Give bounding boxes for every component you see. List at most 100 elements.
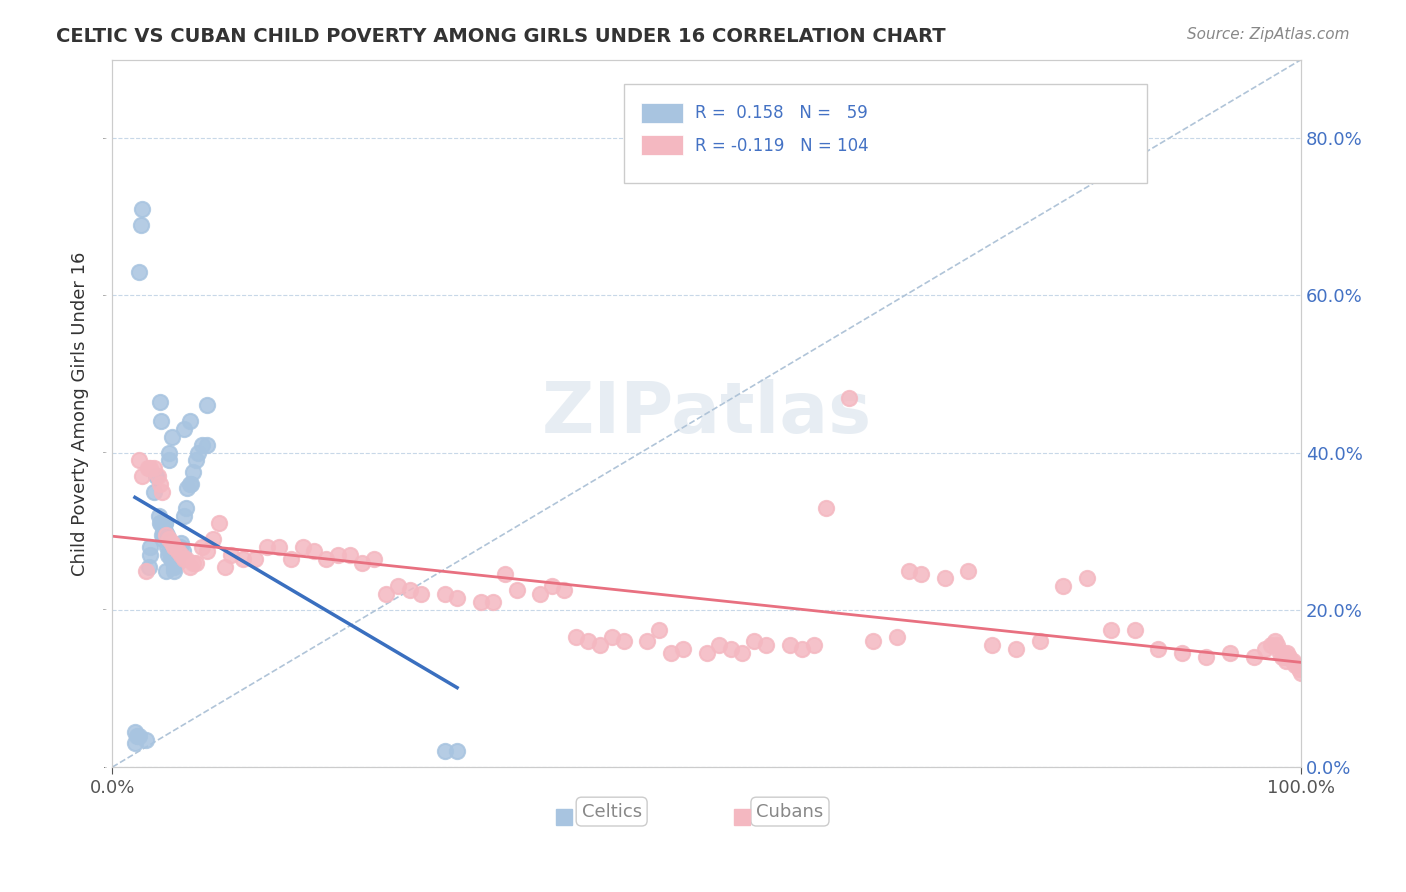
Point bbox=[1274, 654, 1296, 668]
Point bbox=[553, 583, 575, 598]
Point bbox=[659, 646, 682, 660]
Point bbox=[197, 399, 219, 413]
Text: Celtics: Celtics bbox=[582, 803, 641, 821]
Point bbox=[862, 634, 884, 648]
Point bbox=[173, 551, 195, 566]
Point bbox=[150, 414, 173, 428]
Text: Cubans: Cubans bbox=[756, 803, 824, 821]
Point bbox=[814, 500, 837, 515]
Point bbox=[910, 567, 932, 582]
Point bbox=[1284, 657, 1306, 672]
Point bbox=[179, 414, 201, 428]
Point bbox=[1123, 623, 1146, 637]
Point bbox=[648, 623, 671, 637]
Point bbox=[1288, 662, 1310, 676]
Point bbox=[208, 516, 231, 531]
Point bbox=[1052, 579, 1074, 593]
Point bbox=[163, 559, 186, 574]
Point bbox=[1282, 654, 1305, 668]
Point bbox=[612, 634, 634, 648]
Point bbox=[155, 564, 177, 578]
Point bbox=[1099, 623, 1122, 637]
Point bbox=[160, 536, 183, 550]
Point bbox=[184, 556, 207, 570]
Point bbox=[589, 638, 612, 652]
FancyBboxPatch shape bbox=[623, 85, 1147, 184]
Point bbox=[1171, 646, 1194, 660]
Point bbox=[124, 724, 146, 739]
Point bbox=[155, 528, 177, 542]
Point bbox=[339, 548, 361, 562]
Point bbox=[838, 391, 860, 405]
Point bbox=[165, 556, 187, 570]
Point bbox=[174, 551, 197, 566]
Point bbox=[374, 587, 396, 601]
Point bbox=[176, 481, 198, 495]
Point bbox=[1289, 665, 1312, 680]
Point bbox=[565, 631, 588, 645]
Text: R =  0.158   N =   59: R = 0.158 N = 59 bbox=[695, 104, 868, 122]
Point bbox=[153, 524, 176, 539]
Point bbox=[174, 500, 197, 515]
Point bbox=[159, 445, 181, 459]
Point bbox=[128, 453, 150, 467]
Point bbox=[156, 540, 179, 554]
Point bbox=[981, 638, 1004, 652]
Point bbox=[541, 579, 564, 593]
Point bbox=[139, 461, 162, 475]
Point bbox=[152, 532, 174, 546]
Point bbox=[446, 744, 468, 758]
Point bbox=[434, 587, 457, 601]
Bar bbox=[641, 103, 683, 123]
Point bbox=[172, 544, 194, 558]
Point bbox=[219, 548, 242, 562]
Point bbox=[1028, 634, 1050, 648]
Point bbox=[150, 485, 173, 500]
Point bbox=[169, 540, 191, 554]
Point bbox=[136, 461, 159, 475]
Point bbox=[159, 551, 181, 566]
Bar bbox=[641, 136, 683, 155]
Point bbox=[529, 587, 551, 601]
Point bbox=[755, 638, 778, 652]
Point bbox=[363, 551, 385, 566]
Point bbox=[170, 548, 193, 562]
Point bbox=[636, 634, 658, 648]
Point bbox=[166, 544, 188, 558]
Point bbox=[143, 485, 166, 500]
Point bbox=[398, 583, 420, 598]
Point bbox=[150, 516, 173, 531]
Text: Source: ZipAtlas.com: Source: ZipAtlas.com bbox=[1187, 27, 1350, 42]
Point bbox=[149, 394, 172, 409]
Point bbox=[720, 642, 742, 657]
Point bbox=[214, 559, 236, 574]
Point bbox=[470, 595, 492, 609]
Point bbox=[157, 548, 180, 562]
Point bbox=[187, 445, 209, 459]
Point bbox=[135, 732, 157, 747]
Point bbox=[934, 571, 956, 585]
Point bbox=[886, 631, 908, 645]
Point bbox=[190, 540, 212, 554]
Point bbox=[173, 422, 195, 436]
Point bbox=[328, 548, 350, 562]
Point bbox=[1254, 642, 1277, 657]
Point bbox=[696, 646, 718, 660]
Text: CELTIC VS CUBAN CHILD POVERTY AMONG GIRLS UNDER 16 CORRELATION CHART: CELTIC VS CUBAN CHILD POVERTY AMONG GIRL… bbox=[56, 27, 946, 45]
Point bbox=[135, 564, 157, 578]
Point bbox=[160, 548, 183, 562]
Point bbox=[163, 564, 186, 578]
Point bbox=[180, 477, 202, 491]
Point bbox=[152, 524, 174, 539]
Point bbox=[179, 559, 201, 574]
Point bbox=[156, 528, 179, 542]
Point bbox=[256, 540, 278, 554]
Point bbox=[197, 544, 219, 558]
Point bbox=[145, 469, 167, 483]
Point bbox=[1076, 571, 1098, 585]
Point bbox=[1260, 638, 1282, 652]
Point bbox=[1274, 650, 1296, 665]
Point bbox=[139, 548, 162, 562]
Point bbox=[243, 551, 266, 566]
Point bbox=[481, 595, 503, 609]
